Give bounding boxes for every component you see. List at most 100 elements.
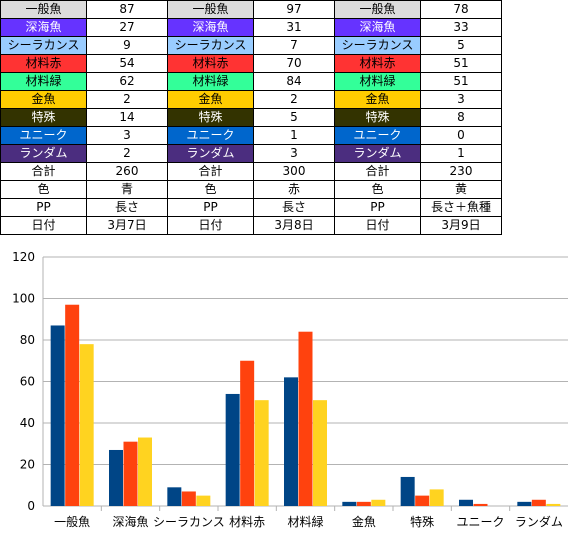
row-label-cell[interactable]: ユニーク: [167, 126, 254, 145]
x-tick-label: 一般魚: [54, 514, 90, 529]
bar: [429, 489, 444, 506]
value-cell[interactable]: 3: [420, 90, 502, 109]
bar: [225, 393, 240, 506]
value-cell[interactable]: 黄: [420, 180, 502, 199]
row-label-cell[interactable]: 特殊: [334, 108, 421, 127]
row-label-cell[interactable]: 一般魚: [167, 0, 254, 19]
value-cell[interactable]: 33: [420, 18, 502, 37]
row-label-cell[interactable]: 材料赤: [167, 54, 254, 73]
y-tick-label: 80: [20, 333, 35, 347]
value-cell[interactable]: 2: [253, 90, 335, 109]
row-label-cell[interactable]: 金魚: [0, 90, 87, 109]
value-cell[interactable]: 1: [253, 126, 335, 145]
value-cell[interactable]: 青: [86, 180, 168, 199]
row-label-cell[interactable]: 深海魚: [0, 18, 87, 37]
row-label-cell[interactable]: 深海魚: [334, 18, 421, 37]
table-row: 色青色赤色黄: [0, 180, 502, 199]
value-cell[interactable]: 5: [420, 36, 502, 55]
value-cell[interactable]: 3月9日: [420, 216, 502, 235]
bar: [79, 344, 94, 506]
row-label-cell[interactable]: 日付: [334, 216, 421, 235]
value-cell[interactable]: 31: [253, 18, 335, 37]
value-cell[interactable]: 78: [420, 0, 502, 19]
row-label-cell[interactable]: 金魚: [334, 90, 421, 109]
value-cell[interactable]: 230: [420, 162, 502, 181]
value-cell[interactable]: 赤: [253, 180, 335, 199]
value-cell[interactable]: 87: [86, 0, 168, 19]
row-label-cell[interactable]: PP: [334, 198, 421, 217]
value-cell[interactable]: 54: [86, 54, 168, 73]
value-cell[interactable]: 84: [253, 72, 335, 91]
row-label-cell[interactable]: 材料赤: [334, 54, 421, 73]
row-label-cell[interactable]: 色: [167, 180, 254, 199]
row-label-cell[interactable]: シーラカンス: [167, 36, 254, 55]
row-label-cell[interactable]: シーラカンス: [0, 36, 87, 55]
value-cell[interactable]: 9: [86, 36, 168, 55]
row-label-cell[interactable]: 日付: [0, 216, 87, 235]
table-row: 材料緑 62 材料緑 84 材料緑 51: [0, 72, 502, 91]
value-cell[interactable]: 51: [420, 54, 502, 73]
value-cell[interactable]: 27: [86, 18, 168, 37]
row-label-cell[interactable]: 金魚: [167, 90, 254, 109]
row-label-cell[interactable]: 一般魚: [334, 0, 421, 19]
row-label-cell[interactable]: 色: [0, 180, 87, 199]
bar: [356, 501, 371, 506]
row-label-cell[interactable]: 日付: [167, 216, 254, 235]
row-label-cell[interactable]: 特殊: [167, 108, 254, 127]
bar: [167, 487, 182, 506]
row-label-cell[interactable]: 材料赤: [0, 54, 87, 73]
row-label-cell[interactable]: 一般魚: [0, 0, 87, 19]
value-cell[interactable]: 2: [86, 90, 168, 109]
row-label-cell[interactable]: ランダム: [334, 144, 421, 163]
row-label-cell[interactable]: 合計: [167, 162, 254, 181]
row-label-cell[interactable]: ランダム: [167, 144, 254, 163]
row-label-cell[interactable]: 材料緑: [0, 72, 87, 91]
row-label-cell[interactable]: 材料緑: [167, 72, 254, 91]
table-row: ランダム 2 ランダム 3 ランダム 1: [0, 144, 502, 163]
row-label-cell[interactable]: 合計: [334, 162, 421, 181]
value-cell[interactable]: 3: [253, 144, 335, 163]
value-cell[interactable]: 1: [420, 144, 502, 163]
x-tick-label: ユニーク: [456, 515, 504, 529]
value-cell[interactable]: 長さ: [253, 198, 335, 217]
value-cell[interactable]: 5: [253, 108, 335, 127]
value-cell[interactable]: 51: [420, 72, 502, 91]
bar: [546, 503, 561, 506]
value-cell[interactable]: 7: [253, 36, 335, 55]
row-label-cell[interactable]: PP: [0, 198, 87, 217]
x-tick-label: 材料赤: [229, 515, 265, 529]
value-cell[interactable]: 長さ: [86, 198, 168, 217]
value-cell[interactable]: 2: [86, 144, 168, 163]
value-cell[interactable]: 260: [86, 162, 168, 181]
bar: [65, 304, 80, 506]
value-cell[interactable]: 97: [253, 0, 335, 19]
row-label-cell[interactable]: 深海魚: [167, 18, 254, 37]
row-label-cell[interactable]: 材料緑: [334, 72, 421, 91]
row-label-cell[interactable]: PP: [167, 198, 254, 217]
y-tick-label: 0: [27, 499, 35, 513]
row-label-cell[interactable]: ランダム: [0, 144, 87, 163]
value-cell[interactable]: 300: [253, 162, 335, 181]
row-label-cell[interactable]: ユニーク: [0, 126, 87, 145]
value-cell[interactable]: 14: [86, 108, 168, 127]
value-cell[interactable]: 0: [420, 126, 502, 145]
value-cell[interactable]: 8: [420, 108, 502, 127]
row-label-cell[interactable]: 合計: [0, 162, 87, 181]
bar: [138, 437, 152, 506]
value-cell[interactable]: 3: [86, 126, 168, 145]
value-cell[interactable]: 70: [253, 54, 335, 73]
value-cell[interactable]: 62: [86, 72, 168, 91]
row-label-cell[interactable]: 特殊: [0, 108, 87, 127]
x-tick-label: 金魚: [352, 514, 376, 529]
bar: [342, 501, 357, 506]
value-cell[interactable]: 3月8日: [253, 216, 335, 235]
bar: [313, 400, 327, 506]
value-cell[interactable]: 3月7日: [86, 216, 168, 235]
row-label-cell[interactable]: シーラカンス: [334, 36, 421, 55]
bar: [459, 499, 473, 506]
x-tick-label: 深海魚: [112, 514, 148, 529]
bar: [517, 501, 532, 506]
value-cell[interactable]: 長さ＋魚種: [420, 198, 502, 217]
row-label-cell[interactable]: 色: [334, 180, 421, 199]
row-label-cell[interactable]: ユニーク: [334, 126, 421, 145]
